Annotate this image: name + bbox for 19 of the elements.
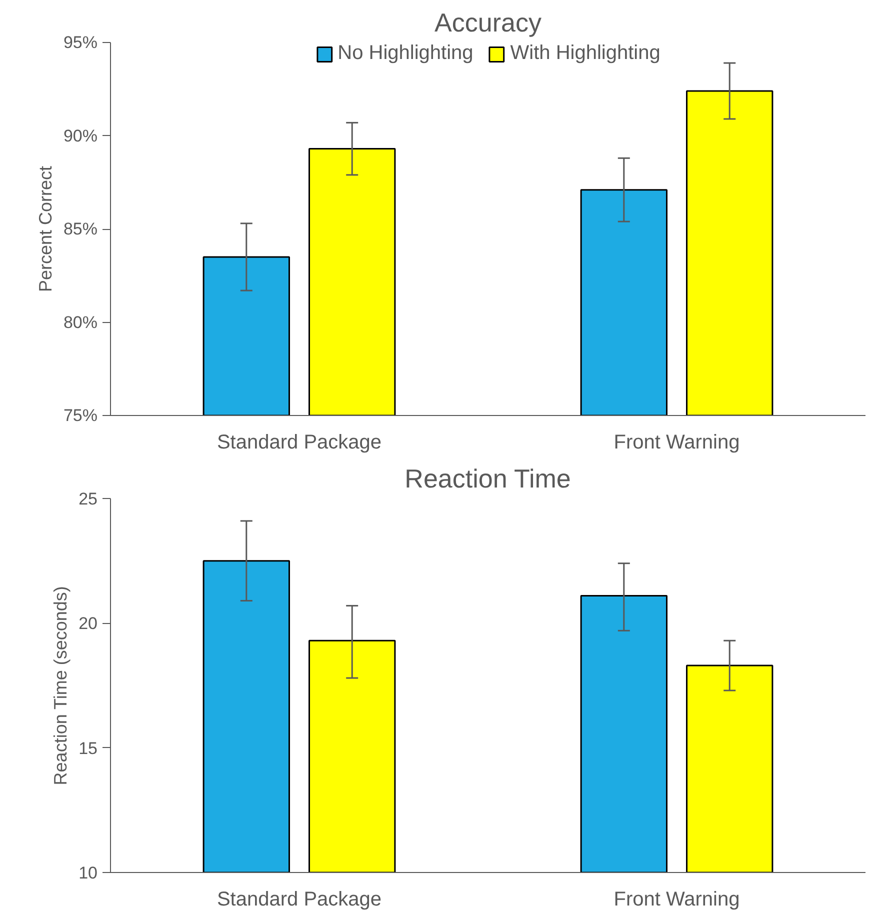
y-tick-label: 75%: [63, 406, 98, 425]
x-tick-label: Front Warning: [614, 432, 740, 454]
x-tick-label: Standard Package: [216, 432, 382, 454]
y-tick-label: 10: [78, 864, 98, 882]
x-tick-label: Standard Package: [216, 888, 382, 910]
x-tick-label: Front Warning: [614, 888, 740, 910]
legend-label: No Highlighting: [338, 42, 474, 65]
y-axis-title: Percent Correct: [35, 166, 56, 292]
legend-label: With Highlighting: [510, 42, 660, 65]
y-tick-label: 90%: [63, 126, 98, 146]
chart-title: Reaction Time: [404, 464, 571, 494]
y-tick-label: 25: [78, 490, 98, 508]
y-tick-label: 15: [78, 738, 98, 758]
y-axis-title: Reaction Time (seconds): [50, 586, 71, 786]
y-tick-label: 80%: [63, 312, 98, 332]
chart-title: Accuracy: [434, 8, 542, 38]
y-tick-label: 20: [78, 614, 98, 634]
y-tick-label: 85%: [63, 220, 98, 238]
y-tick-label: 95%: [63, 33, 98, 52]
